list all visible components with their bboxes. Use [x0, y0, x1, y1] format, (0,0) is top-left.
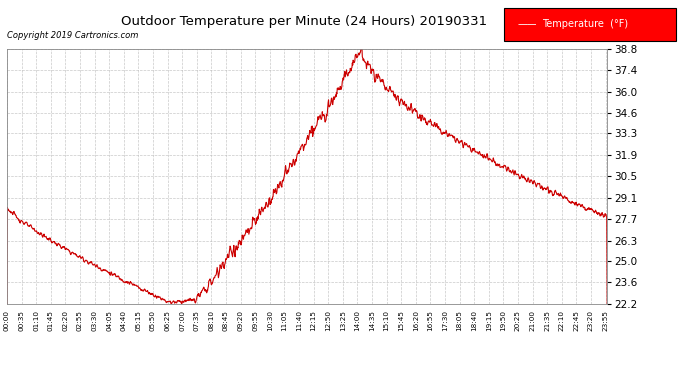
Text: Temperature  (°F): Temperature (°F) [542, 20, 628, 29]
Text: Outdoor Temperature per Minute (24 Hours) 20190331: Outdoor Temperature per Minute (24 Hours… [121, 15, 486, 28]
Text: ——: —— [518, 20, 537, 29]
Text: Copyright 2019 Cartronics.com: Copyright 2019 Cartronics.com [7, 30, 138, 39]
